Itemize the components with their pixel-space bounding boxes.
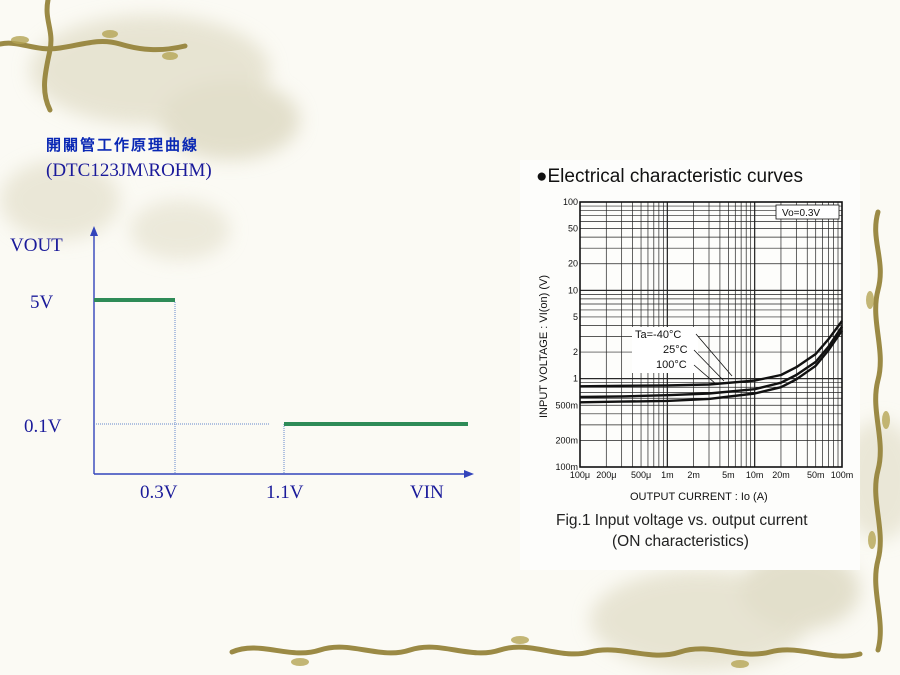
vine-border bbox=[0, 0, 883, 659]
x-tick-label: 500μ bbox=[631, 470, 651, 480]
x-axis-arrow bbox=[464, 470, 474, 478]
vine-leaves bbox=[11, 30, 890, 668]
y-tick-label: 200m bbox=[555, 435, 578, 445]
x-tick-label: 20m bbox=[772, 470, 790, 480]
y-axis-label: VOUT bbox=[10, 235, 63, 256]
y-tick-label: 50 bbox=[568, 224, 578, 234]
y-tick-label: 2 bbox=[573, 347, 578, 357]
x-tick-label: 1m bbox=[661, 470, 674, 480]
y-tick-label: 100 bbox=[563, 197, 578, 207]
x-tick-label: 100μ bbox=[570, 470, 590, 480]
y-tick-label: 500m bbox=[555, 400, 578, 410]
chart-grid bbox=[579, 201, 843, 468]
figure-heading-text: Electrical characteristic curves bbox=[547, 166, 804, 187]
chart-tick-labels: 100m 200m 500m 1 2 5 10 20 50 100 100μ 200μ 500μ 1m 2m… bbox=[555, 197, 853, 480]
x-tick-label: 5m bbox=[722, 470, 735, 480]
figure-caption-line2: (ON characteristics) bbox=[612, 533, 749, 550]
x-axis-title: OUTPUT CURRENT : Io (A) bbox=[630, 491, 768, 503]
series-line-2 bbox=[579, 329, 843, 404]
leader-line-ta-minus40 bbox=[695, 333, 733, 377]
x-tick-label-0.3v: 0.3V bbox=[140, 482, 178, 503]
annotation-100c: 100°C bbox=[656, 359, 687, 371]
x-tick-label: 100m bbox=[831, 470, 854, 480]
y-tick-label: 1 bbox=[573, 374, 578, 384]
part-number: (DTC123JM\ROHM) bbox=[46, 160, 212, 181]
slide-title: 開關管工作原理曲線 bbox=[46, 136, 200, 154]
y-tick-label-0.1v: 0.1V bbox=[24, 416, 62, 437]
y-tick-label: 20 bbox=[568, 259, 578, 269]
x-axis-label: VIN bbox=[410, 482, 444, 503]
x-tick-label: 10m bbox=[746, 470, 764, 480]
x-tick-label: 2m bbox=[687, 470, 700, 480]
series-line-0 bbox=[579, 320, 843, 388]
x-tick-label-1.1v: 1.1V bbox=[266, 482, 304, 503]
annotation-ta-minus40: Ta=-40°C bbox=[635, 329, 681, 341]
series-line-1 bbox=[579, 325, 843, 399]
figure-caption-line1: Fig.1 Input voltage vs. output current bbox=[556, 512, 808, 529]
condition-box: Vo=0.3V bbox=[775, 204, 840, 220]
y-tick-label: 5 bbox=[573, 312, 578, 322]
leader-line-100c bbox=[693, 364, 717, 385]
x-tick-label: 200μ bbox=[596, 470, 616, 480]
x-tick-label: 50m bbox=[807, 470, 825, 480]
temperature-annotations: Ta=-40°C 25°C 100°C bbox=[632, 327, 733, 385]
y-axis-arrow bbox=[90, 226, 98, 236]
y-axis-title: INPUT VOLTAGE : VI(on) (V) bbox=[538, 275, 550, 418]
y-tick-label-5v: 5V bbox=[30, 292, 54, 313]
bullet-icon: ● bbox=[536, 166, 548, 187]
chart-series bbox=[579, 320, 843, 404]
leader-line-25c bbox=[693, 349, 725, 382]
y-tick-label: 100m bbox=[555, 462, 578, 472]
figure-heading: ●Electrical characteristic curves bbox=[536, 166, 803, 188]
condition-label: Vo=0.3V bbox=[782, 208, 820, 219]
plot-frame bbox=[579, 201, 843, 468]
annotation-25c: 25°C bbox=[663, 344, 688, 356]
y-tick-label: 10 bbox=[568, 285, 578, 295]
